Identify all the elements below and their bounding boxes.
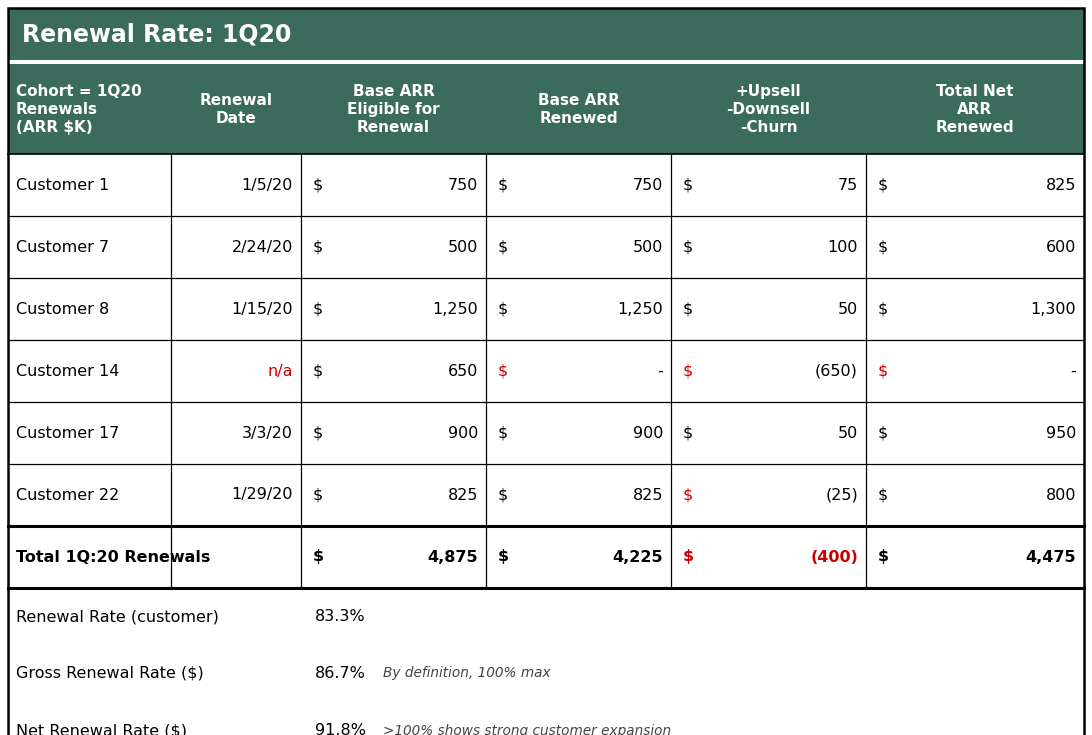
Text: $: $	[682, 364, 693, 379]
Text: $: $	[682, 426, 693, 440]
Bar	[8, 402, 1084, 464]
Text: $: $	[878, 364, 888, 379]
Text: $: $	[878, 177, 888, 193]
Bar	[8, 64, 1084, 154]
Text: (25): (25)	[826, 487, 858, 503]
Bar	[8, 588, 1084, 735]
Text: $: $	[498, 364, 508, 379]
Text: $: $	[498, 301, 508, 317]
Text: 75: 75	[838, 177, 858, 193]
Text: 86.7%: 86.7%	[314, 666, 366, 681]
Text: Base ARR
Renewed: Base ARR Renewed	[537, 93, 619, 126]
Bar	[8, 216, 1084, 278]
Text: 50: 50	[838, 426, 858, 440]
Text: 1/5/20: 1/5/20	[241, 177, 293, 193]
Text: $: $	[313, 550, 324, 564]
Text: $: $	[313, 364, 323, 379]
Text: Customer 7: Customer 7	[16, 240, 109, 254]
Text: 3/3/20: 3/3/20	[242, 426, 293, 440]
Text: 1/15/20: 1/15/20	[232, 301, 293, 317]
Text: Customer 1: Customer 1	[16, 177, 109, 193]
Text: $: $	[878, 240, 888, 254]
Text: (650): (650)	[815, 364, 858, 379]
Text: 825: 825	[448, 487, 478, 503]
Text: 1,250: 1,250	[432, 301, 478, 317]
Text: n/a: n/a	[268, 364, 293, 379]
Bar	[8, 340, 1084, 402]
Text: 1,300: 1,300	[1031, 301, 1076, 317]
Text: $: $	[498, 550, 509, 564]
Text: $: $	[313, 426, 323, 440]
Text: -: -	[657, 364, 663, 379]
Text: By definition, 100% max: By definition, 100% max	[383, 667, 550, 681]
Text: $: $	[498, 240, 508, 254]
Text: (400): (400)	[810, 550, 858, 564]
Bar	[8, 278, 1084, 340]
Text: 600: 600	[1046, 240, 1076, 254]
Text: $: $	[313, 487, 323, 503]
Text: $: $	[682, 550, 695, 564]
Text: Customer 8: Customer 8	[16, 301, 109, 317]
Text: $: $	[498, 487, 508, 503]
Text: 900: 900	[632, 426, 663, 440]
Text: Base ARR
Eligible for
Renewal: Base ARR Eligible for Renewal	[347, 84, 440, 135]
Text: Total 1Q:20 Renewals: Total 1Q:20 Renewals	[16, 550, 211, 564]
Text: 1/29/20: 1/29/20	[232, 487, 293, 503]
Text: $: $	[682, 301, 693, 317]
Text: Renewal
Date: Renewal Date	[200, 93, 273, 126]
Bar	[8, 8, 1084, 60]
Text: $: $	[878, 301, 888, 317]
Text: 500: 500	[632, 240, 663, 254]
Text: 750: 750	[448, 177, 478, 193]
Text: 900: 900	[448, 426, 478, 440]
Text: Customer 17: Customer 17	[16, 426, 119, 440]
Bar	[8, 464, 1084, 526]
Text: >100% shows strong customer expansion: >100% shows strong customer expansion	[383, 723, 672, 735]
Bar	[8, 154, 1084, 216]
Text: 91.8%: 91.8%	[314, 723, 366, 735]
Text: Gross Renewal Rate ($): Gross Renewal Rate ($)	[16, 666, 204, 681]
Text: Renewal Rate (customer): Renewal Rate (customer)	[16, 609, 218, 624]
Text: 800: 800	[1045, 487, 1076, 503]
Text: 650: 650	[448, 364, 478, 379]
Text: 1,250: 1,250	[617, 301, 663, 317]
Text: 83.3%: 83.3%	[314, 609, 366, 624]
Text: Renewal Rate: 1Q20: Renewal Rate: 1Q20	[22, 22, 292, 46]
Text: $: $	[682, 177, 693, 193]
Text: Customer 22: Customer 22	[16, 487, 119, 503]
Text: 825: 825	[1045, 177, 1076, 193]
Text: 100: 100	[828, 240, 858, 254]
Text: 2/24/20: 2/24/20	[232, 240, 293, 254]
Text: $: $	[682, 487, 693, 503]
Text: Total Net
ARR
Renewed: Total Net ARR Renewed	[936, 84, 1014, 135]
Text: $: $	[498, 426, 508, 440]
Text: +Upsell
-Downsell
-Churn: +Upsell -Downsell -Churn	[726, 84, 810, 135]
Text: 500: 500	[448, 240, 478, 254]
Bar	[8, 526, 1084, 588]
Text: $: $	[878, 487, 888, 503]
Bar	[8, 60, 1084, 64]
Text: 825: 825	[632, 487, 663, 503]
Text: $: $	[313, 177, 323, 193]
Text: 750: 750	[632, 177, 663, 193]
Text: $: $	[682, 240, 693, 254]
Text: Net Renewal Rate ($): Net Renewal Rate ($)	[16, 723, 187, 735]
Text: $: $	[313, 301, 323, 317]
Text: 950: 950	[1046, 426, 1076, 440]
Text: 4,225: 4,225	[613, 550, 663, 564]
Text: $: $	[878, 550, 889, 564]
Text: $: $	[878, 426, 888, 440]
Text: $: $	[498, 177, 508, 193]
Text: -: -	[1070, 364, 1076, 379]
Text: $: $	[313, 240, 323, 254]
Text: 4,875: 4,875	[427, 550, 478, 564]
Text: Customer 14: Customer 14	[16, 364, 119, 379]
Text: 4,475: 4,475	[1025, 550, 1076, 564]
Text: 50: 50	[838, 301, 858, 317]
Text: Cohort = 1Q20
Renewals
(ARR $K): Cohort = 1Q20 Renewals (ARR $K)	[16, 84, 142, 135]
